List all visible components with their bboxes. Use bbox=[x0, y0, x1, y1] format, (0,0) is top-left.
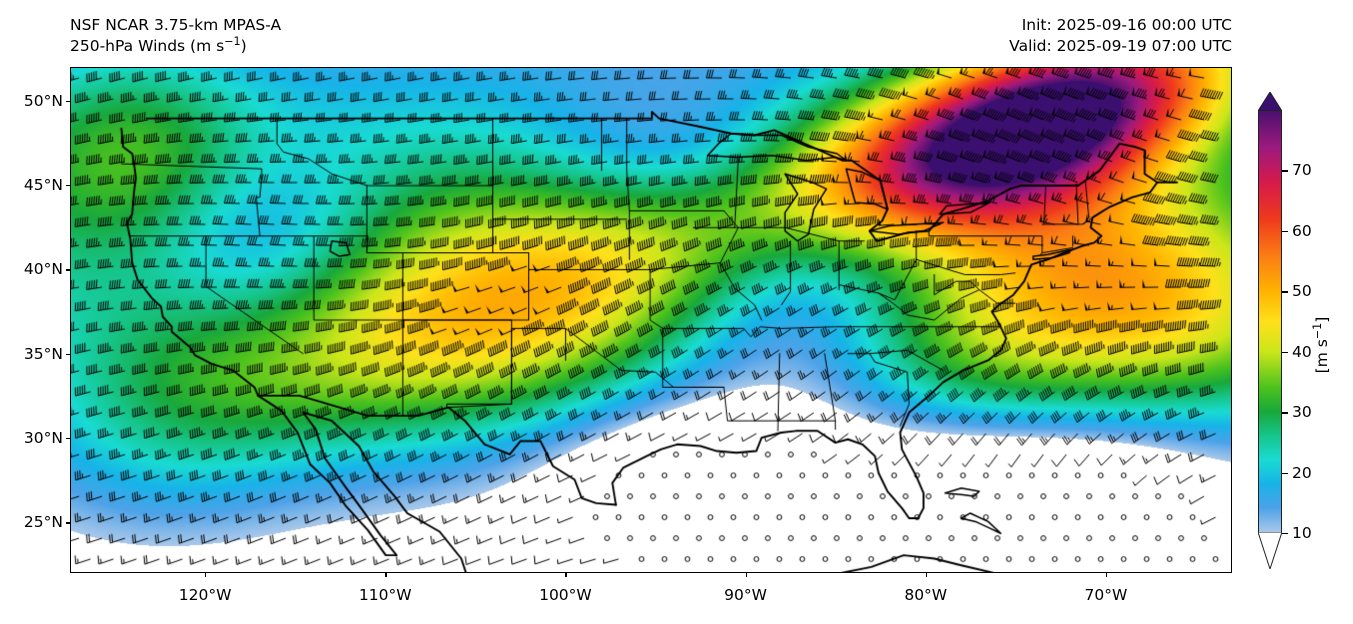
map-plot-area[interactable] bbox=[70, 67, 1232, 573]
field-title-prefix: 250-hPa Winds (m s bbox=[70, 37, 225, 55]
y-tick-label-3: 35°N bbox=[23, 344, 63, 363]
colorbar-tick-label-0: 70 bbox=[1292, 161, 1312, 180]
header-left-block: NSF NCAR 3.75-km MPAS-A 250-hPa Winds (m… bbox=[70, 15, 281, 57]
colorbar-axis-label: [m s−1] bbox=[1310, 316, 1331, 374]
colorbar-over-arrow bbox=[1258, 92, 1282, 111]
colorbar-tick-label-6: 10 bbox=[1292, 524, 1312, 542]
colorbar-tick-label-5: 20 bbox=[1292, 463, 1312, 482]
y-tick-label-4: 30°N bbox=[23, 429, 63, 448]
y-tick-label-1: 45°N bbox=[23, 176, 63, 195]
x-tick-label-0: 120°W bbox=[178, 586, 232, 604]
y-tickmark bbox=[66, 438, 70, 440]
field-title-line: 250-hPa Winds (m s−1) bbox=[70, 36, 281, 57]
x-tickmark bbox=[205, 573, 207, 577]
init-time-label: Init: 2025-09-16 00:00 UTC bbox=[1021, 16, 1232, 34]
model-title-line: NSF NCAR 3.75-km MPAS-A bbox=[70, 16, 282, 34]
colorbar-tick-label-4: 30 bbox=[1292, 403, 1312, 422]
colorbar-tick-label-2: 50 bbox=[1292, 282, 1312, 301]
colorbar-tick-label-1: 60 bbox=[1292, 221, 1312, 240]
y-tick-label-2: 40°N bbox=[23, 260, 63, 279]
colorbar-tickmark bbox=[1282, 472, 1288, 474]
x-tick-label-2: 100°W bbox=[539, 586, 592, 604]
colorbar-gradient-bar bbox=[1258, 110, 1282, 533]
y-tick-label-5: 25°N bbox=[23, 513, 63, 532]
x-tickmark bbox=[565, 573, 567, 577]
colorbar-tickmark bbox=[1282, 291, 1288, 293]
y-tickmark bbox=[66, 353, 70, 356]
x-tickmark bbox=[745, 573, 747, 577]
y-tickmark bbox=[66, 269, 70, 271]
y-tick-label-0: 50°N bbox=[23, 91, 63, 110]
colorbar-under-arrow bbox=[1258, 532, 1282, 569]
x-tickmark bbox=[1105, 573, 1108, 577]
wind-speed-field-canvas bbox=[71, 68, 1231, 572]
x-tick-label-5: 70°W bbox=[1084, 586, 1128, 604]
valid-time-label: Valid: 2025-09-19 07:00 UTC bbox=[1009, 37, 1232, 55]
colorbar-tickmark bbox=[1282, 533, 1288, 535]
colorbar-tick-label-3: 40 bbox=[1292, 342, 1312, 361]
colorbar-tickmark bbox=[1282, 351, 1288, 354]
x-tick-label-3: 90°W bbox=[724, 586, 767, 604]
colorbar-tickmark bbox=[1282, 230, 1288, 233]
colorbar-tickmark bbox=[1282, 412, 1288, 414]
y-tickmark bbox=[66, 522, 70, 524]
x-tickmark bbox=[385, 573, 387, 577]
y-tickmark bbox=[66, 100, 70, 103]
colorbar-tickmark bbox=[1282, 170, 1288, 172]
colorbar[interactable]: 70 60 50 40 30 20 10 bbox=[1258, 92, 1312, 569]
header-right-block: Init: 2025-09-16 00:00 UTC Valid: 2025-0… bbox=[1009, 15, 1232, 57]
colorbar-label-exponent: −1 bbox=[1310, 322, 1324, 340]
field-title-suffix: ) bbox=[240, 37, 247, 55]
x-tickmark bbox=[925, 573, 928, 577]
colorbar-label-prefix: [m s bbox=[1313, 339, 1331, 374]
colorbar-label-suffix: ] bbox=[1313, 316, 1331, 323]
field-title-exponent: −1 bbox=[224, 34, 241, 48]
x-tick-label-1: 110°W bbox=[358, 586, 412, 604]
y-tickmark bbox=[66, 185, 70, 187]
x-tick-label-4: 80°W bbox=[904, 586, 948, 604]
